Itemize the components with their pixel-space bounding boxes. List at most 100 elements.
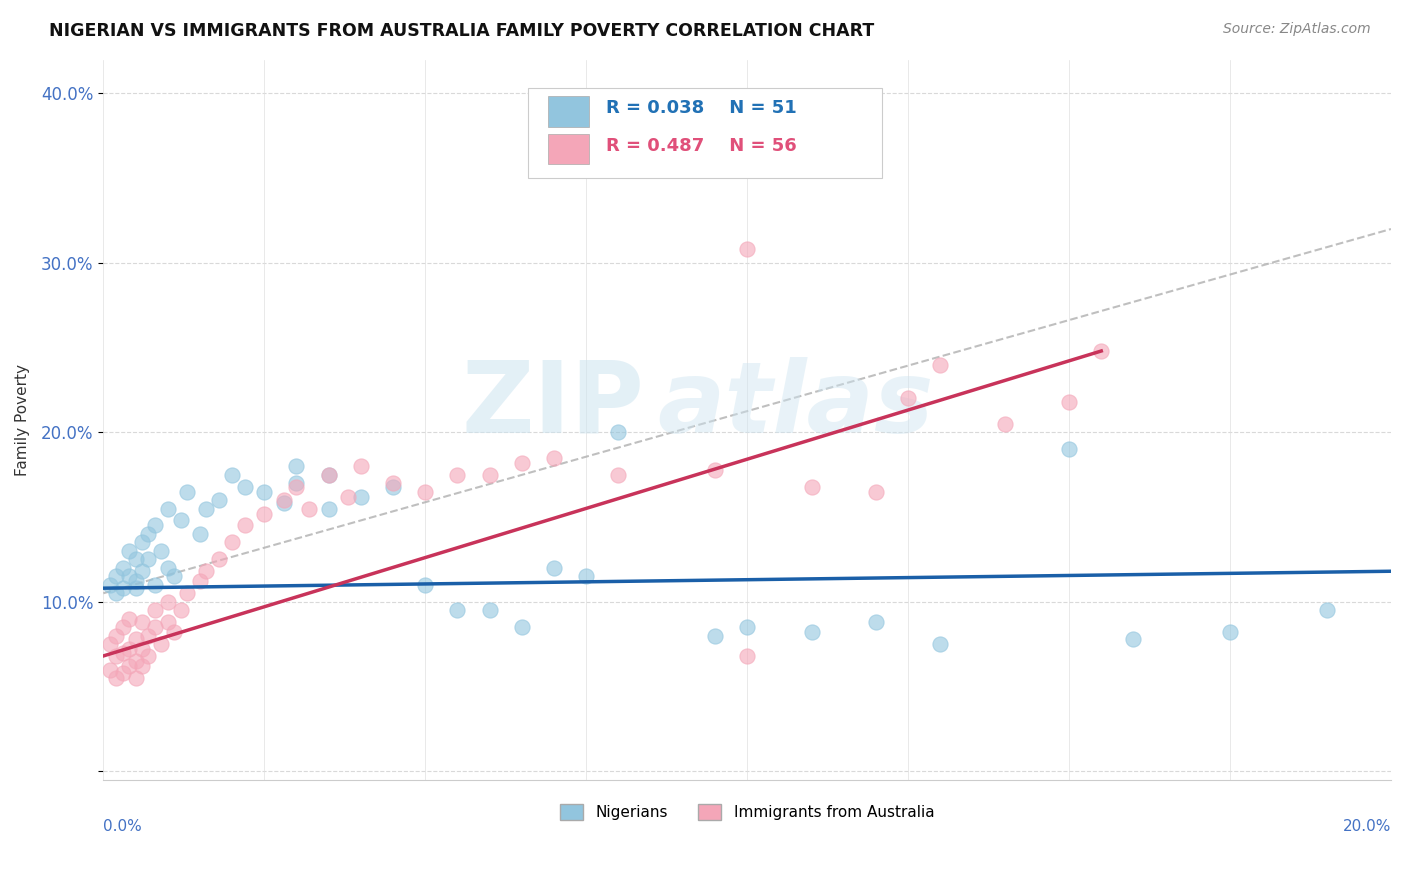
Point bbox=[118, 544, 141, 558]
Point bbox=[704, 462, 727, 476]
Point bbox=[607, 425, 630, 440]
Point bbox=[124, 671, 146, 685]
Point bbox=[176, 586, 198, 600]
Point bbox=[337, 490, 360, 504]
Text: ZIP: ZIP bbox=[461, 357, 644, 454]
Point bbox=[111, 620, 134, 634]
Point bbox=[118, 659, 141, 673]
Point bbox=[318, 467, 340, 482]
Text: 0.0%: 0.0% bbox=[103, 819, 142, 834]
Point bbox=[510, 620, 533, 634]
Point bbox=[150, 544, 173, 558]
Point bbox=[169, 603, 191, 617]
Point bbox=[143, 518, 166, 533]
Point bbox=[105, 586, 128, 600]
Point bbox=[98, 637, 121, 651]
Point bbox=[124, 574, 146, 589]
Point bbox=[350, 459, 373, 474]
Point bbox=[124, 632, 146, 646]
Point bbox=[382, 476, 405, 491]
Point bbox=[156, 561, 179, 575]
FancyBboxPatch shape bbox=[547, 134, 589, 164]
Point bbox=[169, 513, 191, 527]
Point bbox=[118, 642, 141, 657]
Point bbox=[233, 518, 256, 533]
Point bbox=[195, 564, 218, 578]
Point bbox=[163, 625, 186, 640]
Point bbox=[285, 476, 308, 491]
Point bbox=[163, 569, 186, 583]
Point bbox=[111, 561, 134, 575]
Point bbox=[124, 581, 146, 595]
Point bbox=[318, 501, 340, 516]
Point bbox=[156, 501, 179, 516]
Point bbox=[131, 659, 153, 673]
FancyBboxPatch shape bbox=[529, 88, 883, 178]
Point bbox=[800, 479, 823, 493]
Point bbox=[221, 535, 243, 549]
Point bbox=[478, 467, 501, 482]
Point bbox=[111, 581, 134, 595]
Point bbox=[253, 484, 276, 499]
Point bbox=[994, 417, 1017, 431]
Point bbox=[118, 569, 141, 583]
Point bbox=[543, 450, 565, 465]
FancyBboxPatch shape bbox=[547, 96, 589, 127]
Point bbox=[111, 665, 134, 680]
Point bbox=[233, 479, 256, 493]
Point bbox=[105, 671, 128, 685]
Text: atlas: atlas bbox=[657, 357, 934, 454]
Point bbox=[865, 615, 887, 629]
Text: Source: ZipAtlas.com: Source: ZipAtlas.com bbox=[1223, 22, 1371, 37]
Point bbox=[1219, 625, 1241, 640]
Point bbox=[105, 648, 128, 663]
Point bbox=[273, 493, 295, 508]
Point bbox=[143, 578, 166, 592]
Point bbox=[150, 637, 173, 651]
Point bbox=[382, 479, 405, 493]
Point bbox=[143, 620, 166, 634]
Point bbox=[176, 484, 198, 499]
Point bbox=[221, 467, 243, 482]
Point bbox=[138, 552, 160, 566]
Point bbox=[478, 603, 501, 617]
Point bbox=[929, 637, 952, 651]
Text: R = 0.487    N = 56: R = 0.487 N = 56 bbox=[606, 136, 796, 154]
Point bbox=[105, 569, 128, 583]
Point bbox=[138, 648, 160, 663]
Point bbox=[131, 615, 153, 629]
Point bbox=[98, 578, 121, 592]
Point bbox=[156, 615, 179, 629]
Point bbox=[318, 467, 340, 482]
Point bbox=[138, 629, 160, 643]
Point bbox=[156, 595, 179, 609]
Point bbox=[510, 456, 533, 470]
Point bbox=[188, 527, 211, 541]
Point bbox=[413, 484, 436, 499]
Point bbox=[131, 564, 153, 578]
Point bbox=[350, 490, 373, 504]
Point bbox=[607, 467, 630, 482]
Point bbox=[298, 501, 321, 516]
Text: 20.0%: 20.0% bbox=[1343, 819, 1391, 834]
Point bbox=[1316, 603, 1339, 617]
Point bbox=[143, 603, 166, 617]
Point bbox=[118, 612, 141, 626]
Legend: Nigerians, Immigrants from Australia: Nigerians, Immigrants from Australia bbox=[554, 797, 941, 826]
Point bbox=[208, 552, 231, 566]
Point bbox=[188, 574, 211, 589]
Text: R = 0.038    N = 51: R = 0.038 N = 51 bbox=[606, 99, 796, 117]
Point bbox=[575, 569, 598, 583]
Point bbox=[446, 603, 468, 617]
Point bbox=[124, 552, 146, 566]
Point bbox=[1057, 394, 1080, 409]
Point bbox=[208, 493, 231, 508]
Point bbox=[273, 496, 295, 510]
Point bbox=[98, 663, 121, 677]
Point bbox=[897, 392, 920, 406]
Point bbox=[735, 648, 758, 663]
Point bbox=[253, 507, 276, 521]
Point bbox=[111, 646, 134, 660]
Point bbox=[543, 561, 565, 575]
Point bbox=[285, 459, 308, 474]
